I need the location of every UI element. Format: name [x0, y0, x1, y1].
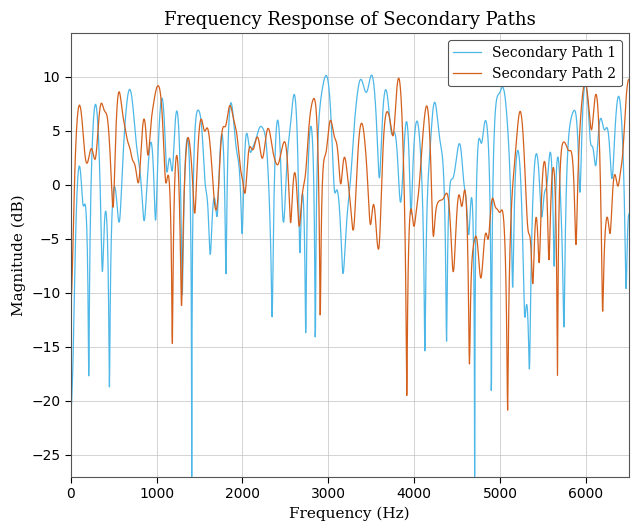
Secondary Path 2 [67, 300, 75, 306]
Title: Frequency Response of Secondary Paths: Frequency Response of Secondary Paths [164, 11, 536, 29]
Secondary Path 2 [450, 267, 458, 273]
Secondary Path 1 [392, 135, 400, 141]
Secondary Path 2 [359, 122, 367, 128]
Secondary Path 2 [392, 107, 399, 113]
Secondary Path 1 [625, 211, 633, 218]
X-axis label: Frequency (Hz): Frequency (Hz) [289, 506, 410, 521]
Legend: Secondary Path 1, Secondary Path 2: Secondary Path 1, Secondary Path 2 [448, 40, 622, 86]
Secondary Path 2 [625, 76, 633, 82]
Secondary Path 1 [127, 92, 135, 98]
Line: Secondary Path 2: Secondary Path 2 [71, 78, 629, 410]
Secondary Path 1 [368, 72, 376, 78]
Y-axis label: Magnitude (dB): Magnitude (dB) [11, 194, 26, 316]
Secondary Path 1 [359, 80, 367, 87]
Line: Secondary Path 1: Secondary Path 1 [71, 75, 629, 477]
Secondary Path 1 [210, 195, 218, 202]
Secondary Path 2 [127, 153, 135, 159]
Secondary Path 2 [504, 407, 511, 413]
Secondary Path 2 [594, 101, 602, 107]
Secondary Path 1 [450, 172, 458, 178]
Secondary Path 1 [594, 142, 602, 148]
Secondary Path 2 [395, 75, 403, 81]
Secondary Path 1 [188, 473, 196, 480]
Secondary Path 2 [210, 188, 218, 195]
Secondary Path 1 [67, 410, 75, 417]
